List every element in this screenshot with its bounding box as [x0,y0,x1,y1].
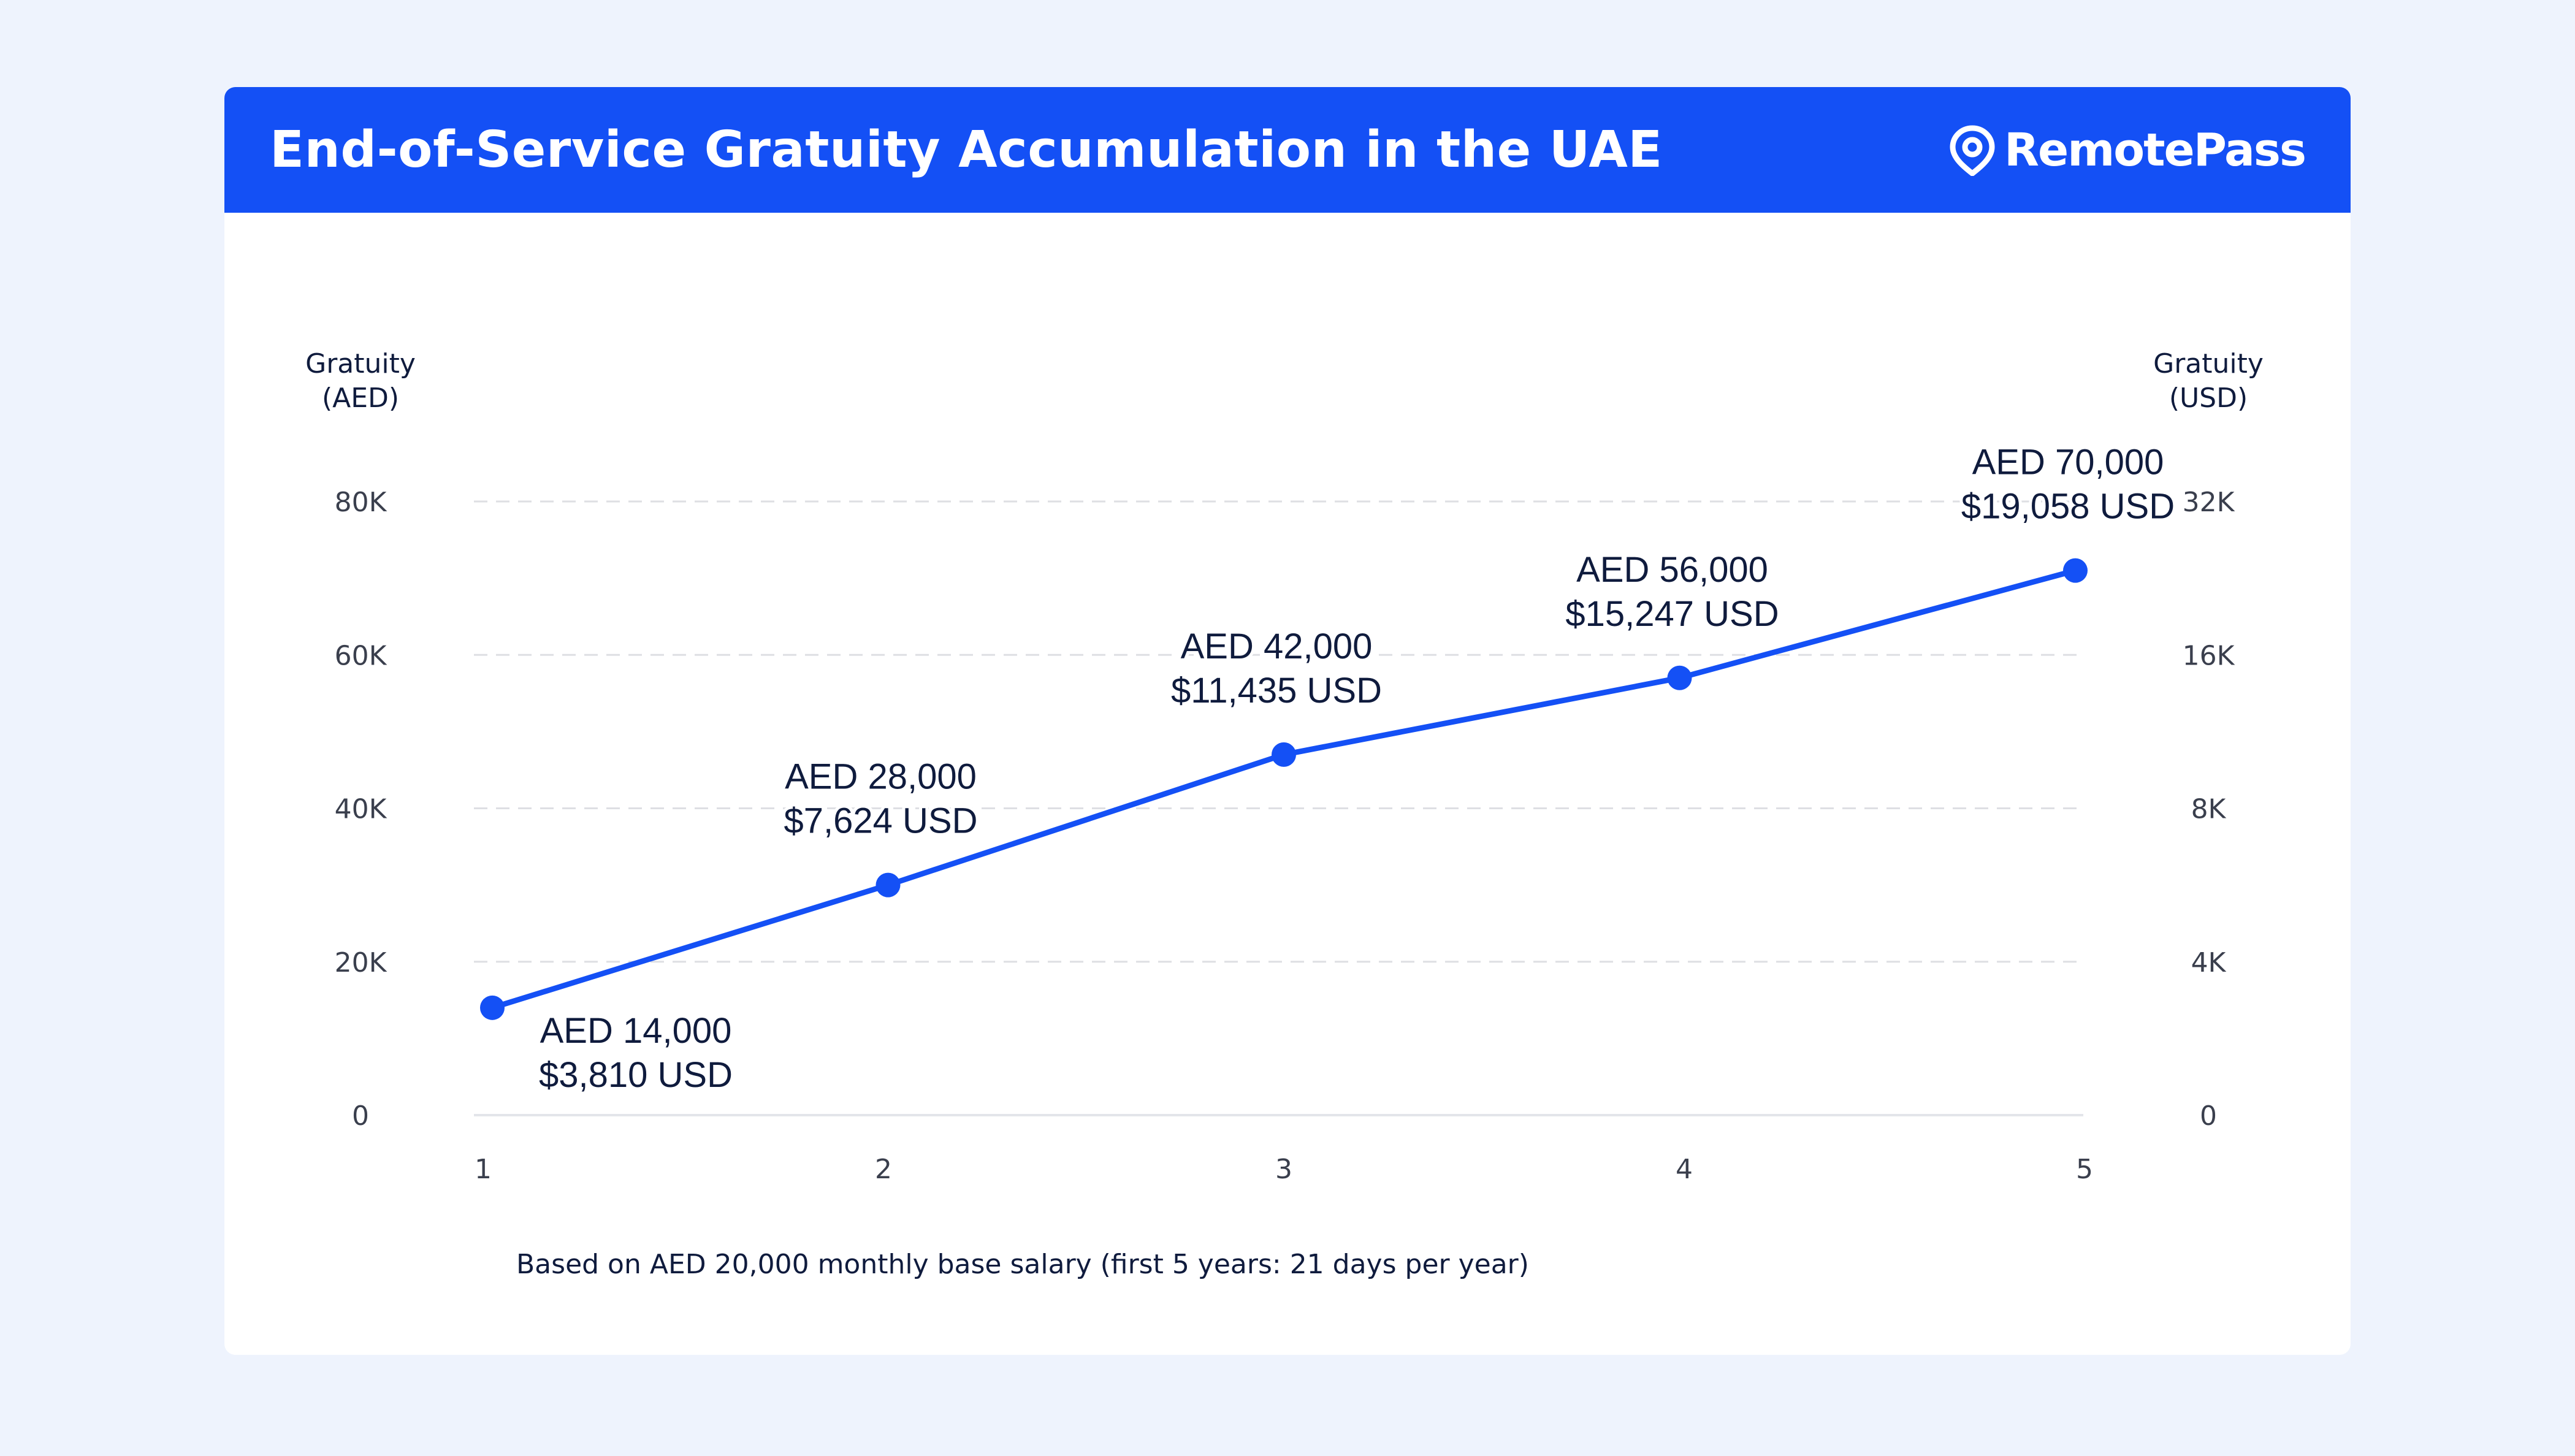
x-tick-label: 5 [2076,1154,2093,1185]
y-left-axis-title-line1: Gratuity [305,348,416,379]
x-ticks: 1 2 3 4 5 [475,1154,2093,1185]
y-right-axis-title-line1: Gratuity [2153,348,2264,379]
data-label-aed: AED 14,000 [540,1011,732,1051]
x-tick-label: 3 [1275,1154,1292,1185]
brand-name: RemotePass [2004,123,2306,177]
header-bar: End-of-Service Gratuity Accumulation in … [224,87,2351,213]
data-label-usd: $19,058 USD [1961,487,2175,527]
map-pin-icon [1950,125,1995,176]
y-left-tick-label: 40K [335,794,387,825]
x-tick-label: 2 [875,1154,892,1185]
data-label-usd: $3,810 USD [539,1055,733,1095]
y-left-ticks: 0 20K 40K 60K 80K [335,487,387,1132]
y-right-tick-label: 16K [2183,640,2235,671]
data-label-usd: $7,624 USD [784,801,978,841]
y-left-tick-label: 20K [335,947,387,978]
line-chart: Gratuity (AED) Gratuity (USD) 0 20K 40K 60K… [305,348,2264,1185]
y-left-tick-label: 80K [335,487,387,518]
x-tick-label: 4 [1676,1154,1693,1185]
data-label-aed: AED 56,000 [1576,550,1768,590]
brand-logo: RemotePass [1947,87,2306,213]
data-label-usd: $15,247 USD [1565,594,1779,634]
data-label-aed: AED 70,000 [1972,443,2164,482]
chart-note: Based on AED 20,000 monthly base salary … [516,1249,1529,1280]
data-point [480,995,505,1020]
series-line-group [480,558,2088,1020]
data-label-aed: AED 28,000 [785,757,977,797]
data-point [876,872,901,898]
data-point [2063,558,2088,583]
chart-title: End-of-Service Gratuity Accumulation in … [270,121,1663,179]
data-point [1667,665,1692,690]
y-left-tick-label: 60K [335,640,387,671]
y-right-tick-label: 32K [2183,487,2235,518]
y-right-tick-label: 4K [2191,947,2227,978]
data-point [1272,742,1296,767]
data-label-usd: $11,435 USD [1171,671,1382,711]
y-right-tick-label: 8K [2191,794,2227,825]
chart-card: End-of-Service Gratuity Accumulation in … [224,87,2351,1355]
y-left-axis-title-line2: (AED) [322,383,399,414]
y-right-ticks: 0 4K 8K 16K 32K [2183,487,2235,1132]
y-right-axis-title-line2: (USD) [2169,383,2248,414]
x-tick-label: 1 [475,1154,492,1185]
data-label-aed: AED 42,000 [1181,627,1373,666]
gridlines [474,500,2083,1116]
data-labels: AED 14,000$3,810 USD AED 28,000$7,624 USD… [536,440,2178,1098]
y-left-tick-label: 0 [352,1100,369,1132]
y-right-tick-label: 0 [2200,1100,2217,1132]
